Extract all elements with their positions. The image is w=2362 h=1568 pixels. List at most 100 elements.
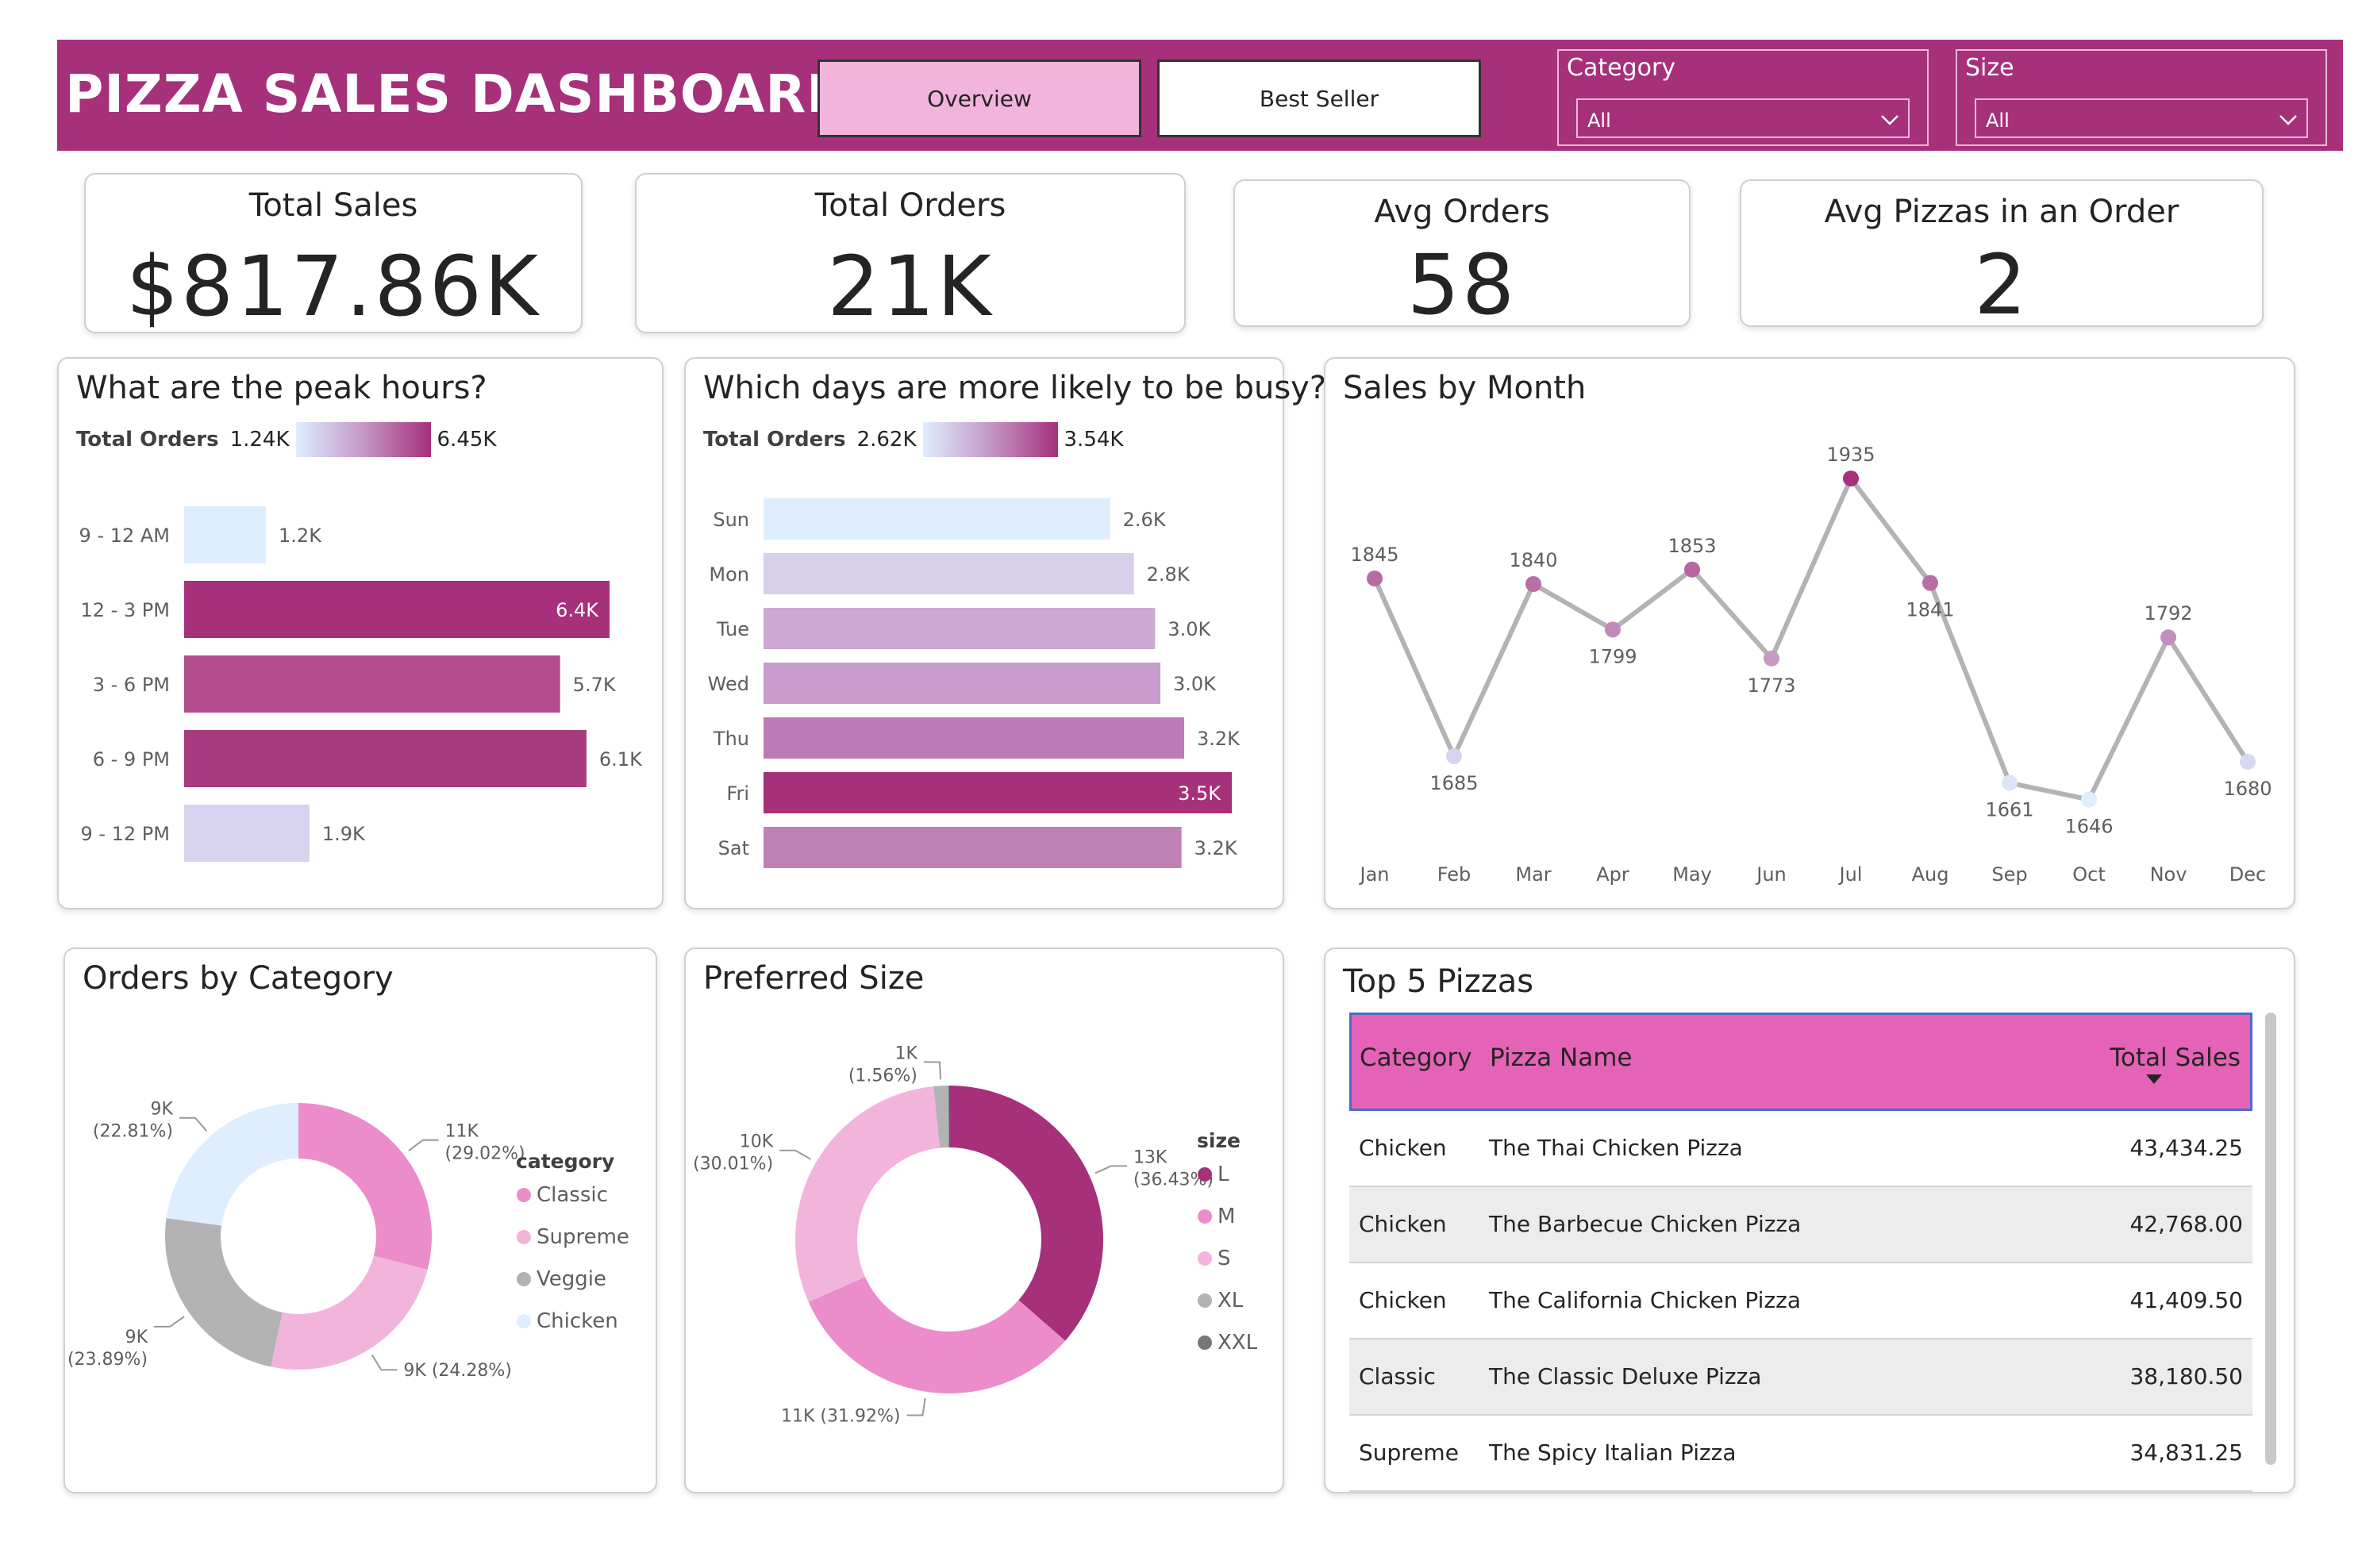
data-label: 1685 [1429,772,1478,794]
slice-percent: (30.01%) [693,1155,773,1174]
table-row[interactable]: Chicken The California Chicken Pizza 41,… [1349,1263,2252,1339]
data-point [1605,621,1621,638]
category-dropdown-value: All [1587,110,1611,132]
x-tick-label: Nov [2150,863,2187,886]
best-seller-button[interactable]: Best Seller [1157,60,1481,137]
kpi-value: 58 [1406,236,1518,333]
leader-line [371,1355,398,1371]
x-tick-label: Jan [1359,863,1390,886]
slice-label: 9K [125,1328,148,1347]
series-line [1372,476,2250,802]
category-slicer: Category All [1557,49,1929,146]
cell-pizza-name: The Spicy Italian Pizza [1489,1439,1737,1466]
size-dropdown-value: All [1986,110,2010,132]
leader-line [154,1316,185,1328]
bar [184,805,310,862]
bar-category-label: 12 - 3 PM [80,599,170,621]
x-tick-label: Jul [1838,863,1863,886]
donut-slice [271,1255,428,1370]
data-point [2081,791,2097,808]
column-header-pizza-name[interactable]: Pizza Name [1490,1043,1633,1072]
legend-item: S [1218,1247,1231,1270]
bar-data-label: 3.0K [1168,618,1211,640]
x-tick-label: Aug [1912,863,1949,886]
donut-slice [795,1086,941,1302]
category-dropdown[interactable]: All [1576,98,1910,138]
leader-line [923,1061,942,1080]
bar-data-label: 6.4K [556,599,599,621]
size-dropdown[interactable]: All [1975,98,2308,138]
x-tick-label: Mar [1515,863,1551,886]
column-header-category[interactable]: Category [1360,1043,1472,1072]
legend-marker [1198,1251,1212,1266]
cell-total-sales: 38,180.50 [2129,1363,2243,1389]
x-tick-label: Apr [1596,863,1629,886]
slice-percent: (1.56%) [848,1066,917,1086]
x-tick-label: Sep [1991,863,2027,886]
bar-category-label: 9 - 12 PM [80,823,170,845]
slice-label: 9K [151,1100,174,1120]
kpi-total-sales: Total Sales $817.86K [84,173,583,335]
legend-item: XXL [1218,1331,1258,1355]
x-tick-label: Dec [2229,863,2266,886]
legend-title: category [516,1150,614,1173]
preferred-size-panel: Preferred Size 13K (36.43%) 11K (31.92%) 10… [684,947,1284,1493]
table-row[interactable]: Classic The Classic Deluxe Pizza 38,180.… [1349,1339,2252,1416]
bar [764,608,1156,649]
table-row[interactable]: Chicken The Thai Chicken Pizza 43,434.25 [1349,1111,2252,1187]
x-tick-label: May [1672,863,1712,886]
chevron-down-icon [2279,115,2297,125]
legend-label: Total Orders [76,428,219,452]
legend-marker [517,1314,531,1328]
table-scrollbar[interactable] [2265,1013,2276,1465]
column-header-total-sales[interactable]: Total Sales [2110,1043,2241,1072]
data-label: 1646 [2064,816,2113,838]
sort-descending-icon[interactable] [2145,1074,2163,1085]
legend-label: Total Orders [703,428,846,452]
bar-data-label: 3.2K [1194,837,1238,859]
x-tick-label: Jun [1755,863,1787,886]
table-row[interactable]: Supreme The Spicy Italian Pizza 34,831.2… [1349,1416,2252,1492]
bar-category-label: Fri [726,782,749,805]
kpi-label: Avg Pizzas in an Order [1824,194,2179,230]
slice-label: 1K [894,1043,917,1063]
bar-data-label: 2.8K [1147,563,1191,586]
data-label: 1680 [2223,778,2272,800]
dashboard-title: PIZZA SALES DASHBOARD [65,63,851,125]
data-point [1764,650,1779,667]
color-legend: Total Orders 2.62K 3.54K [703,422,1123,457]
preferred-size-donut: 13K(36.43%)11K (31.92%)10K(30.01%)1K(1.5… [693,1043,1258,1426]
data-point [1367,571,1383,586]
slice-label: 11K (31.92%) [781,1406,900,1426]
table-row[interactable]: Chicken The Barbecue Chicken Pizza 42,76… [1349,1187,2252,1263]
data-label: 1792 [2144,602,2192,625]
bar [764,717,1184,759]
data-label: 1841 [1906,599,1954,621]
slice-percent: (22.81%) [93,1122,173,1142]
legend-item: Chicken [537,1309,618,1333]
kpi-value: $817.86K [125,238,541,335]
donut-slice [165,1217,283,1367]
cell-pizza-name: The Barbecue Chicken Pizza [1489,1211,1802,1237]
slice-label: 10K [740,1132,774,1152]
dashboard-header: PIZZA SALES DASHBOARD Overview Best Sell… [57,40,2343,151]
overview-button[interactable]: Overview [817,60,1141,137]
legend-marker [1198,1293,1212,1308]
bar [184,730,587,787]
data-point [2002,774,2018,791]
panel-title: Top 5 Pizzas [1343,963,1534,1000]
bar [184,581,610,638]
panel-title: Preferred Size [703,960,925,997]
panel-title: Which days are more likely to be busy? [703,370,1327,406]
slice-percent: (29.02%) [445,1144,525,1164]
leader-line [408,1139,439,1152]
legend-gradient [922,422,1058,457]
peak-hours-panel: What are the peak hours? Total Orders 1.… [57,357,664,909]
category-slicer-label: Category [1567,54,1676,82]
legend-item: Supreme [537,1225,629,1249]
data-label: 1853 [1668,535,1716,557]
table-header: Category Pizza Name Total Sales [1349,1013,2252,1111]
legend-marker [517,1272,531,1286]
legend-item: Classic [537,1183,608,1207]
donut-slice [949,1086,1103,1341]
